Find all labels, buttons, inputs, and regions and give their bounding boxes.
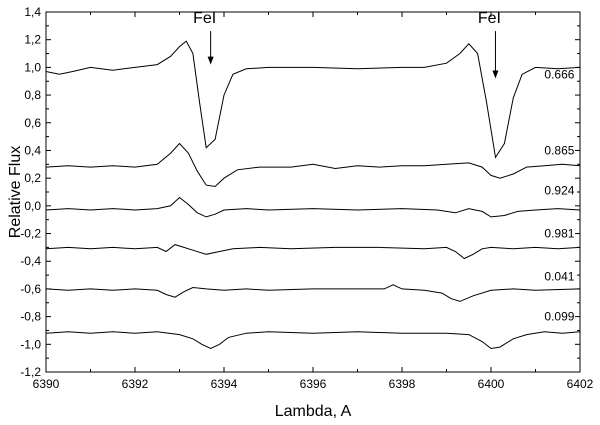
series-phase-label: 0.981 xyxy=(544,227,574,241)
x-tick-label: 6398 xyxy=(389,377,416,391)
x-tick-label: 6392 xyxy=(122,377,149,391)
y-tick-label: -1,2 xyxy=(20,365,41,379)
y-tick-label: -1,0 xyxy=(20,337,41,351)
y-tick-label: 0,0 xyxy=(24,199,41,213)
y-axis-title: Relative Flux xyxy=(7,146,24,238)
annotation-label: FeI xyxy=(193,10,216,27)
series-phase-label: 0.924 xyxy=(544,184,574,198)
y-tick-label: 0,8 xyxy=(24,88,41,102)
series-phase-label: 0.865 xyxy=(544,143,574,157)
x-tick-label: 6390 xyxy=(33,377,60,391)
y-tick-label: 0,2 xyxy=(24,171,41,185)
x-tick-label: 6400 xyxy=(478,377,505,391)
y-tick-label: 1,2 xyxy=(24,33,41,47)
series-line xyxy=(45,142,581,188)
x-axis-title: Lambda, A xyxy=(275,403,352,420)
series-phase-label: 0.099 xyxy=(544,310,574,324)
plot-frame xyxy=(45,11,581,373)
y-tick-label: 1,4 xyxy=(24,5,41,19)
annotation-arrow-head xyxy=(492,70,499,79)
y-tick-label: -0,8 xyxy=(20,310,41,324)
series-line xyxy=(45,40,581,159)
y-tick-label: 1,0 xyxy=(24,60,41,74)
series-phase-label: 0.041 xyxy=(544,269,574,283)
x-tick-label: 6396 xyxy=(300,377,327,391)
series-line xyxy=(45,196,581,218)
y-tick-label: 0,4 xyxy=(24,143,41,157)
x-tick-label: 6394 xyxy=(211,377,238,391)
y-tick-label: -0,4 xyxy=(20,254,41,268)
series-line xyxy=(45,331,581,350)
series-phase-label: 0.666 xyxy=(544,67,574,81)
y-tick-label: 0,6 xyxy=(24,116,41,130)
y-tick-label: -0,6 xyxy=(20,282,41,296)
x-tick-label: 6402 xyxy=(567,377,594,391)
annotation-arrow-head xyxy=(207,56,214,65)
series-line xyxy=(45,244,581,260)
annotation-label: FeI xyxy=(478,10,501,27)
y-tick-label: -0,2 xyxy=(20,227,41,241)
series-line xyxy=(45,284,581,302)
